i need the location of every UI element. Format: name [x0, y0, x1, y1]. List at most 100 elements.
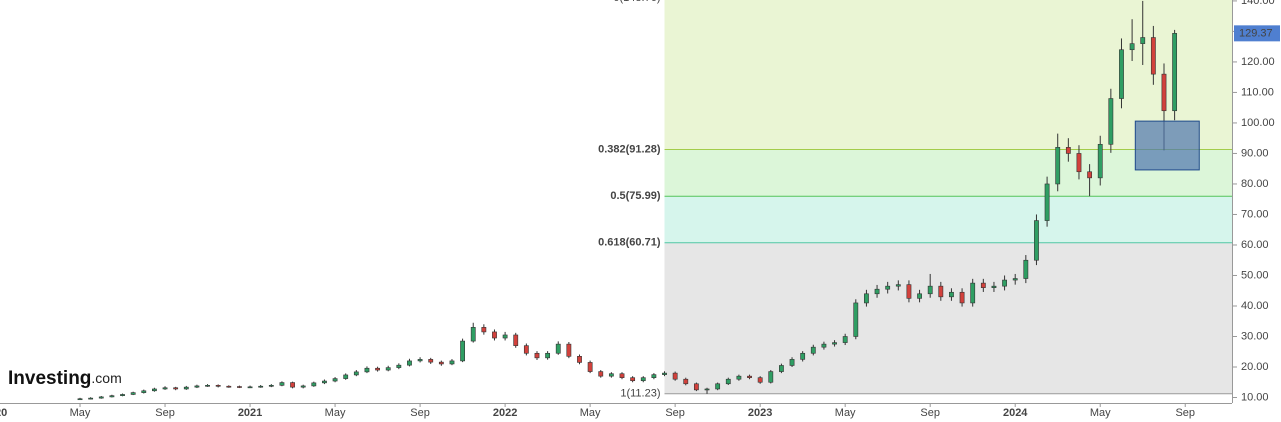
candle-body [215, 385, 221, 387]
x-axis-panel [0, 403, 1232, 422]
candle-body [205, 385, 210, 387]
x-tick-label: 2021 [238, 407, 262, 419]
candle-body [492, 331, 497, 339]
candle-body [375, 367, 380, 371]
x-tick-label: May [580, 407, 601, 419]
candle-body [747, 375, 752, 378]
candle-body [672, 372, 678, 380]
y-tick-label: 70.00 [1241, 208, 1269, 220]
candle-body [619, 373, 625, 378]
candle-body [980, 282, 986, 288]
candle-body [800, 352, 806, 360]
candle-body [725, 378, 731, 385]
candle-body [109, 395, 115, 398]
candle-body [152, 388, 157, 392]
candle-body [438, 361, 444, 365]
fib-zone [664, 196, 1232, 243]
candle-body [938, 285, 944, 298]
x-tick-label: 2020 [0, 407, 7, 419]
candle-body [970, 282, 976, 304]
candle-body [874, 288, 880, 295]
candle-body [1140, 37, 1146, 44]
y-axis-panel [1232, 0, 1281, 422]
candle-body [332, 378, 338, 382]
candle-body [247, 386, 253, 389]
candle-body [768, 371, 774, 383]
logo-suffix: .com [91, 370, 121, 386]
candle-body [577, 356, 582, 363]
y-tick-label: 90.00 [1241, 147, 1269, 159]
candle-body [130, 392, 136, 395]
candle-body [821, 343, 827, 348]
candle-body [810, 346, 816, 354]
candle-body [407, 360, 412, 366]
fib-label: 0.618(60.71) [598, 237, 661, 249]
candle-body [598, 371, 604, 377]
candle-body [385, 367, 391, 371]
candle-body [683, 378, 689, 385]
candle-body [587, 362, 593, 372]
candle-body [141, 390, 147, 393]
candle-body [502, 334, 508, 339]
candle-body [1087, 171, 1092, 179]
candle-body [736, 375, 742, 380]
x-tick-label: May [70, 407, 91, 419]
candle-body [1023, 259, 1029, 279]
logo-name: Investing [8, 368, 91, 389]
candle-body [460, 340, 465, 362]
candle-body [1065, 147, 1071, 154]
x-tick-label: May [325, 407, 346, 419]
y-tick-label: 100.00 [1241, 117, 1275, 129]
candle-body [566, 343, 572, 357]
candle-body [364, 367, 370, 373]
y-tick-label: 20.00 [1241, 361, 1269, 373]
candle-body [88, 397, 94, 400]
candle-body [832, 342, 837, 345]
candle-body [662, 372, 667, 375]
candle-body [173, 387, 179, 390]
candle-body [757, 377, 763, 383]
x-tick-label: 2022 [493, 407, 517, 419]
candle-body [789, 359, 795, 366]
candle-body [608, 373, 614, 377]
x-tick-label: May [1090, 407, 1111, 419]
candle-body [1044, 183, 1050, 221]
x-tick-label: Sep [1175, 407, 1195, 419]
candle-body [1119, 49, 1124, 99]
candle-body [704, 388, 710, 391]
candle-body [470, 327, 476, 342]
candle-body [237, 386, 242, 388]
candle-body [322, 380, 327, 384]
last-price-box [1234, 25, 1280, 42]
candle-body [162, 387, 168, 390]
candle-body [523, 345, 529, 354]
x-tick-label: 2023 [748, 407, 772, 419]
fib-label: 0.382(91.28) [598, 143, 661, 155]
y-tick-label: 30.00 [1241, 330, 1269, 342]
x-tick-label: 2024 [1003, 407, 1028, 419]
candle-body [311, 382, 317, 387]
candle-body [885, 285, 891, 290]
candle-body [343, 374, 349, 379]
fib-label: 0.5(75.99) [610, 190, 660, 202]
candle-body [1172, 33, 1178, 112]
candle-body [630, 377, 636, 382]
y-tick-label: 60.00 [1241, 239, 1269, 251]
candle-body [1002, 279, 1007, 287]
candle-body [991, 285, 997, 288]
candle-body [895, 284, 901, 287]
candle-body [1055, 147, 1061, 185]
candle-body [1076, 153, 1082, 173]
candle-body [853, 302, 859, 337]
candle-body [513, 334, 519, 346]
candle-body [779, 365, 784, 372]
candle-body [1108, 98, 1114, 145]
candle-body [353, 371, 359, 376]
candle-body [300, 385, 306, 388]
fib-label: 0(148.76) [613, 0, 660, 4]
fib-label: 1(11.23) [620, 388, 660, 400]
y-tick-label: 80.00 [1241, 178, 1269, 190]
candle-body [98, 396, 104, 399]
